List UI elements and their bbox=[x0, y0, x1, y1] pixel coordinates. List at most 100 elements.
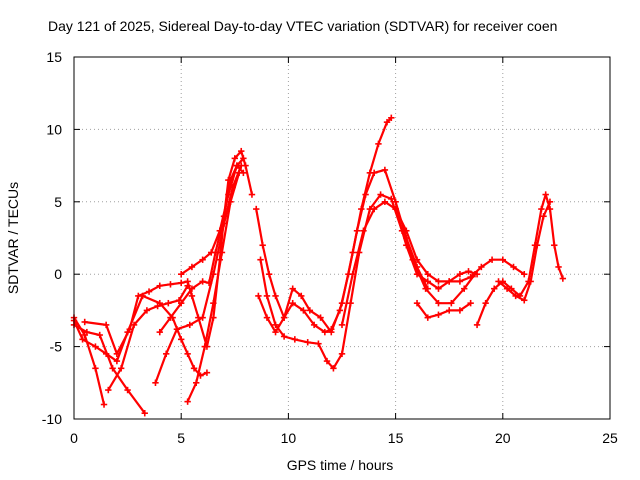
data-point-marker bbox=[240, 155, 247, 162]
data-point-marker bbox=[218, 249, 226, 256]
data-point-marker bbox=[167, 281, 174, 288]
data-point-marker bbox=[102, 321, 110, 329]
y-tick-label: -10 bbox=[42, 411, 62, 427]
data-point-marker bbox=[79, 336, 86, 343]
data-point-marker bbox=[81, 318, 88, 326]
data-point-marker bbox=[186, 321, 193, 329]
data-point-marker bbox=[435, 285, 442, 292]
data-point-marker bbox=[208, 249, 215, 256]
data-point-marker bbox=[362, 191, 369, 198]
data-point-marker bbox=[353, 227, 361, 234]
series-trace bbox=[259, 193, 476, 370]
data-point-marker bbox=[306, 307, 314, 314]
y-tick-label: 0 bbox=[54, 266, 62, 282]
data-point-marker bbox=[231, 155, 238, 162]
data-point-marker bbox=[130, 321, 138, 329]
data-point-marker bbox=[388, 195, 395, 203]
data-point-marker bbox=[456, 271, 464, 278]
data-point-marker bbox=[173, 326, 181, 333]
data-point-marker bbox=[503, 285, 511, 292]
data-point-marker bbox=[92, 343, 99, 350]
data-point-marker bbox=[145, 288, 153, 295]
data-point-marker bbox=[446, 307, 453, 314]
data-point-marker bbox=[272, 328, 279, 336]
data-point-marker bbox=[381, 166, 389, 174]
data-point-marker bbox=[304, 339, 311, 346]
data-point-marker bbox=[248, 191, 256, 198]
data-point-marker bbox=[338, 350, 346, 358]
data-point-marker bbox=[263, 292, 271, 300]
data-point-marker bbox=[225, 191, 232, 198]
data-point-marker bbox=[542, 191, 549, 198]
data-point-marker bbox=[193, 379, 200, 386]
data-point-marker bbox=[113, 350, 121, 358]
x-tick-label: 15 bbox=[388, 430, 404, 446]
data-point-marker bbox=[265, 271, 273, 278]
data-point-marker bbox=[289, 299, 296, 307]
data-point-marker bbox=[478, 263, 485, 271]
x-tick-label: 0 bbox=[70, 430, 78, 446]
grid-layer bbox=[74, 57, 610, 419]
data-point-marker bbox=[310, 321, 318, 329]
data-point-marker bbox=[117, 365, 125, 372]
data-point-marker bbox=[347, 299, 354, 307]
data-point-marker bbox=[259, 242, 266, 249]
data-point-marker bbox=[280, 314, 288, 321]
data-point-marker bbox=[381, 198, 389, 205]
data-point-marker bbox=[338, 321, 346, 329]
data-point-marker bbox=[559, 275, 567, 282]
data-point-marker bbox=[199, 256, 206, 263]
data-point-marker bbox=[135, 292, 142, 300]
series-trace bbox=[180, 164, 245, 276]
data-point-marker bbox=[392, 198, 399, 205]
data-point-marker bbox=[424, 278, 431, 285]
data-point-marker bbox=[109, 365, 116, 372]
data-point-marker bbox=[370, 169, 378, 177]
data-point-marker bbox=[154, 302, 161, 310]
data-point-marker bbox=[527, 278, 534, 285]
data-point-marker bbox=[413, 256, 421, 263]
data-point-marker bbox=[533, 242, 541, 249]
data-point-marker bbox=[233, 162, 241, 169]
data-point-marker bbox=[461, 285, 468, 292]
data-point-marker bbox=[377, 191, 384, 198]
x-axis-label: GPS time / hours bbox=[287, 457, 394, 473]
series-trace bbox=[415, 302, 472, 319]
data-point-marker bbox=[178, 279, 185, 287]
data-point-marker bbox=[203, 369, 211, 376]
x-tick-label: 10 bbox=[281, 430, 297, 446]
series-trace bbox=[497, 200, 552, 302]
data-point-marker bbox=[205, 279, 213, 287]
data-point-marker bbox=[184, 398, 191, 405]
data-point-marker bbox=[465, 268, 472, 275]
data-point-marker bbox=[210, 299, 217, 307]
y-tick-label: 5 bbox=[54, 194, 62, 210]
x-tick-label: 5 bbox=[177, 430, 185, 446]
data-point-marker bbox=[424, 271, 431, 278]
data-point-marker bbox=[456, 307, 464, 314]
data-point-marker bbox=[488, 256, 496, 263]
data-point-marker bbox=[448, 299, 455, 307]
data-point-marker bbox=[512, 292, 519, 300]
data-point-marker bbox=[330, 365, 337, 372]
data-point-marker bbox=[491, 285, 498, 292]
data-point-marker bbox=[190, 365, 198, 372]
data-series-17 bbox=[495, 198, 554, 304]
data-point-marker bbox=[300, 307, 307, 314]
data-point-marker bbox=[291, 336, 299, 343]
data-point-marker bbox=[321, 328, 329, 336]
data-point-marker bbox=[424, 314, 431, 321]
data-point-marker bbox=[499, 256, 506, 263]
data-point-marker bbox=[482, 299, 489, 307]
data-point-marker bbox=[141, 410, 148, 417]
data-point-marker bbox=[272, 292, 279, 300]
chart-title: Day 121 of 2025, Sidereal Day-to-day VTE… bbox=[48, 18, 557, 34]
series-trace bbox=[72, 294, 208, 377]
y-tick-label: 15 bbox=[46, 49, 62, 65]
data-point-marker bbox=[413, 299, 421, 307]
data-point-marker bbox=[403, 227, 410, 234]
data-point-marker bbox=[370, 205, 378, 213]
data-point-marker bbox=[199, 314, 206, 321]
data-point-marker bbox=[100, 401, 108, 408]
data-point-marker bbox=[96, 331, 103, 339]
